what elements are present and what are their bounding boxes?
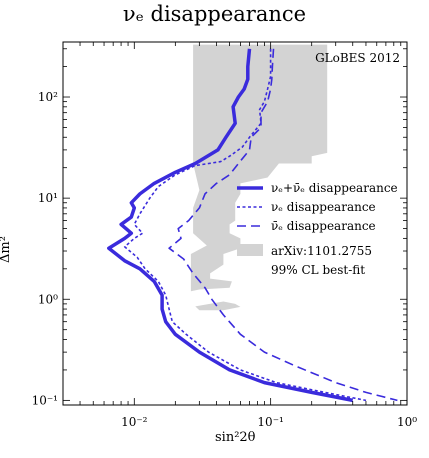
y-tick-label: 10⁰ bbox=[38, 292, 58, 306]
legend-label-best-fit-cl: 99% CL best-fit bbox=[271, 263, 365, 277]
globes-annotation: GLoBES 2012 bbox=[315, 51, 400, 65]
legend: νₑ+ν̄ₑ disappearance νₑ disappearance ν̄ₑ … bbox=[237, 181, 398, 277]
series-line-0 bbox=[107, 48, 354, 403]
series-line-2 bbox=[168, 48, 398, 402]
y-tick-label: 10² bbox=[38, 90, 58, 104]
legend-label-1: νₑ disappearance bbox=[271, 200, 376, 214]
y-axis-label: Δm² bbox=[0, 236, 13, 263]
best-fit-region bbox=[190, 44, 328, 292]
x-axis-label: sin²2θ bbox=[215, 430, 256, 445]
y-tick-label: 10⁻¹ bbox=[32, 393, 58, 407]
plot-frame bbox=[62, 41, 408, 406]
best-fit-region-island bbox=[195, 301, 241, 311]
legend-label-best-fit: arXiv:1101.2755 bbox=[271, 244, 372, 258]
chart-title: νₑ disappearance bbox=[122, 2, 307, 26]
x-tick-label: 10⁻¹ bbox=[257, 415, 283, 429]
plot-frame-layer bbox=[62, 41, 408, 406]
tick-layer: 10⁻² 10⁻¹ 10⁰ 10⁻¹ 10⁰ 10¹ 10² bbox=[32, 42, 417, 429]
series-layer bbox=[107, 48, 398, 403]
series-line-1 bbox=[123, 48, 367, 402]
legend-swatch-best-fit bbox=[237, 244, 263, 256]
y-tick-label: 10¹ bbox=[38, 191, 58, 205]
x-tick-label: 10⁰ bbox=[397, 415, 417, 429]
legend-label-0: νₑ+ν̄ₑ disappearance bbox=[271, 181, 398, 195]
x-tick-label: 10⁻² bbox=[121, 415, 148, 429]
legend-label-2: ν̄ₑ disappearance bbox=[271, 219, 376, 233]
best-fit-region-layer bbox=[190, 44, 328, 311]
